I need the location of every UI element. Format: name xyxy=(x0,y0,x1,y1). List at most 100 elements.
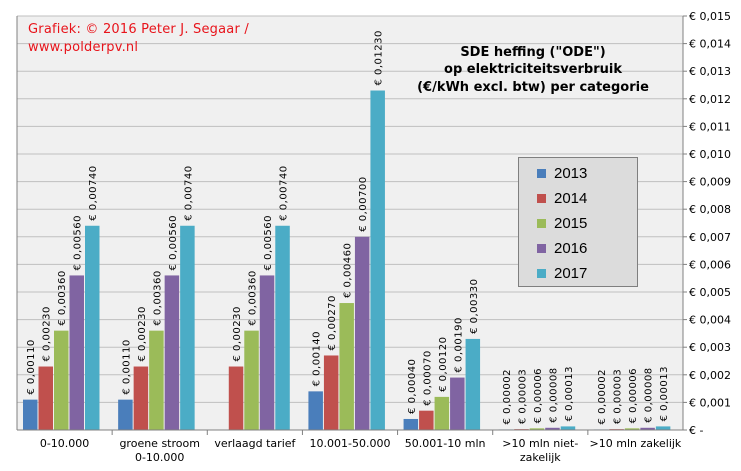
data-label: € 0,00110 xyxy=(26,339,37,394)
data-label: € 0,00560 xyxy=(263,215,274,270)
x-tick-label: zakelijk xyxy=(520,451,561,464)
chart-title-line-1: SDE heffing ("ODE") xyxy=(460,45,606,60)
legend-swatch-2014 xyxy=(537,193,546,203)
x-tick-label: groene stroom xyxy=(119,437,200,450)
bar-2014 xyxy=(228,366,244,430)
legend-label-2016: 2016 xyxy=(554,239,588,257)
data-label: € 0,00230 xyxy=(232,306,243,361)
legend-swatch-2016 xyxy=(537,243,546,253)
y-tick-label: € 0,011 xyxy=(689,120,731,133)
legend-label-2014: 2014 xyxy=(554,189,588,207)
data-label: € 0,00560 xyxy=(168,215,179,270)
bar-2014 xyxy=(133,366,149,430)
bar-2015 xyxy=(434,396,450,430)
y-tick-label: € 0,015 xyxy=(689,10,731,23)
data-label: € 0,00460 xyxy=(343,243,354,298)
legend-item-2014: 2014 xyxy=(537,188,587,208)
data-label: € 0,00070 xyxy=(422,350,433,405)
x-tick-label: 50.001-10 mln xyxy=(405,437,486,450)
x-tick-label: 0-10.000 xyxy=(40,437,89,450)
data-label: € 0,00230 xyxy=(42,306,53,361)
data-label: € 0,00013 xyxy=(564,366,575,421)
bar-2014 xyxy=(38,366,53,430)
data-label: € 0,00110 xyxy=(121,339,132,394)
data-label: € 0,00002 xyxy=(597,369,608,424)
credit-line-1: Grafiek: © 2016 Peter J. Segaar / xyxy=(28,22,249,37)
data-label: € 0,00003 xyxy=(613,369,624,424)
x-tick-label: 0-10.000 xyxy=(135,451,184,464)
data-label: € 0,00560 xyxy=(73,215,84,270)
legend-label-2015: 2015 xyxy=(554,214,588,232)
data-label: € 0,00008 xyxy=(644,367,655,422)
y-tick-label: € 0,002 xyxy=(689,369,731,382)
bar-2017 xyxy=(180,225,195,430)
bar-2013 xyxy=(23,399,38,430)
legend-label-2013: 2013 xyxy=(554,164,588,182)
y-tick-label: € 0,005 xyxy=(689,286,731,299)
legend-swatch-2013 xyxy=(537,168,546,178)
y-tick-label: € 0,001 xyxy=(689,396,731,409)
bar-2014 xyxy=(419,410,434,430)
data-label: € 0,00740 xyxy=(279,165,290,220)
bar-2016 xyxy=(545,427,560,430)
y-tick-label: € 0,006 xyxy=(689,258,731,271)
bar-2016 xyxy=(69,275,84,430)
data-label: € 0,00700 xyxy=(358,176,369,231)
bar-2017 xyxy=(560,426,576,430)
bar-2015 xyxy=(149,330,164,430)
x-tick-label: 10.001-50.000 xyxy=(310,437,391,450)
data-label: € 0,00740 xyxy=(88,165,99,220)
bar-2013 xyxy=(403,418,419,430)
data-label: € 0,00040 xyxy=(407,359,418,414)
y-tick-label: € 0,009 xyxy=(689,176,731,189)
data-label: € 0,00008 xyxy=(548,367,559,422)
data-label: € 0,01230 xyxy=(374,30,385,85)
x-tick-label: >10 mln niet- xyxy=(502,437,578,450)
bar-2017 xyxy=(275,225,290,430)
y-tick-label: € - xyxy=(689,424,703,437)
bar-2017 xyxy=(85,225,100,430)
bar-2015 xyxy=(54,330,69,430)
y-tick-label: € 0,013 xyxy=(689,65,731,78)
x-tick-label: verlaagd tarief xyxy=(214,437,296,450)
bar-2016 xyxy=(640,427,655,430)
legend-label-2017: 2017 xyxy=(554,264,588,282)
bar-2014 xyxy=(323,355,339,430)
bar-2016 xyxy=(164,275,180,430)
data-label: € 0,00360 xyxy=(152,270,163,325)
chart-title-line-2: op elektriciteitsverbruik xyxy=(444,62,622,77)
data-label: € 0,00003 xyxy=(517,369,528,424)
data-label: € 0,00013 xyxy=(659,366,670,421)
legend-swatch-2015 xyxy=(537,218,546,228)
bar-2015 xyxy=(624,428,640,430)
data-label: € 0,00360 xyxy=(57,270,68,325)
y-tick-label: € 0,004 xyxy=(689,314,731,327)
bar-2015 xyxy=(339,303,354,430)
data-label: € 0,00120 xyxy=(438,336,449,391)
bar-2016 xyxy=(450,377,465,430)
credit-line-2: www.polderpv.nl xyxy=(28,40,139,55)
bar-2016 xyxy=(354,236,370,430)
legend-item-2013: 2013 xyxy=(537,163,587,183)
bar-2017 xyxy=(465,338,481,430)
x-tick-label: >10 mln zakelijk xyxy=(590,437,682,450)
bar-2017 xyxy=(655,426,671,430)
y-tick-label: € 0,008 xyxy=(689,203,731,216)
data-label: € 0,00270 xyxy=(327,295,338,350)
data-label: € 0,00230 xyxy=(137,306,148,361)
bar-2017 xyxy=(370,90,385,431)
data-label: € 0,00330 xyxy=(469,279,480,334)
legend-item-2016: 2016 xyxy=(537,238,587,258)
y-tick-label: € 0,007 xyxy=(689,231,731,244)
data-label: € 0,00140 xyxy=(312,331,323,386)
bar-2013 xyxy=(118,399,133,430)
data-label: € 0,00190 xyxy=(453,317,464,372)
bar-2013 xyxy=(308,391,323,430)
chart-title-line-3: (€/kWh excl. btw) per categorie xyxy=(417,80,649,95)
data-label: € 0,00006 xyxy=(533,368,544,423)
legend-item-2015: 2015 xyxy=(537,213,587,233)
y-tick-label: € 0,012 xyxy=(689,93,731,106)
y-tick-label: € 0,014 xyxy=(689,38,731,51)
chart-legend: 2013 2014 2015 2016 2017 xyxy=(518,157,638,287)
